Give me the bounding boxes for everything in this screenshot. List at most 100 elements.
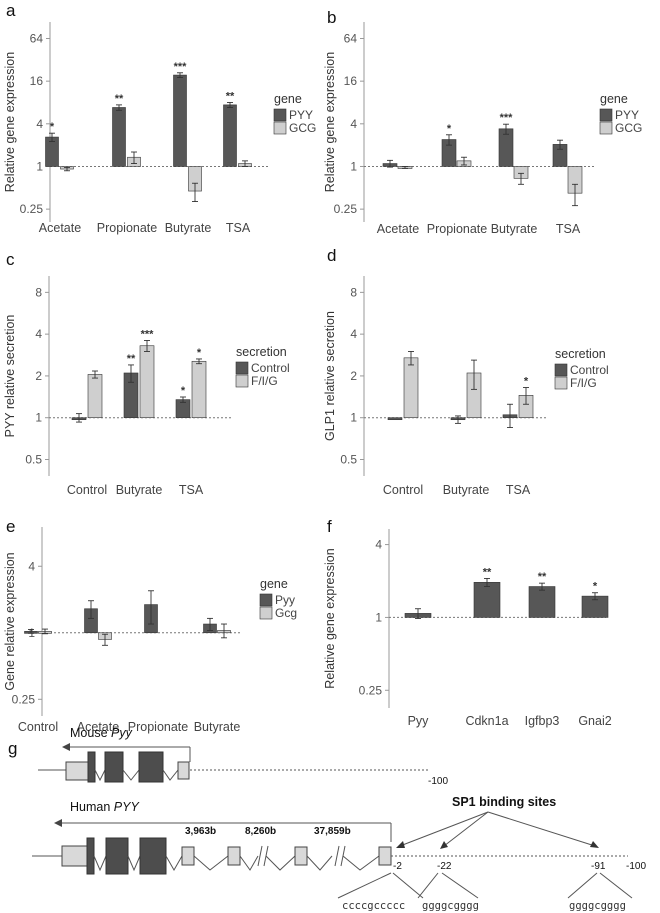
bar-Control-Control xyxy=(387,417,403,421)
significance-label: *** xyxy=(174,61,188,73)
significance-label: ** xyxy=(127,353,136,365)
y-tick-label: 0.25 xyxy=(12,692,36,706)
sp1-arrow-1 xyxy=(399,811,489,847)
legend-entry-F/I/G: F/I/G xyxy=(570,376,597,390)
significance-label: * xyxy=(50,121,55,133)
legend-entry-Control: Control xyxy=(570,363,609,377)
mouse-intron-2 xyxy=(122,769,140,781)
y-tick-label: 1 xyxy=(35,411,42,425)
intron-label-2: 8,260b xyxy=(245,826,276,837)
category-label: TSA xyxy=(506,483,531,497)
legend-entry-Pyy: Pyy xyxy=(275,593,295,607)
category-label: TSA xyxy=(226,221,251,235)
chart-panel-d: d 0.5 1 2 4 8 GLP1 relative secretion * Control B… xyxy=(323,246,609,497)
human-intron-3 xyxy=(165,855,183,872)
human-intron-4 xyxy=(193,855,229,871)
bar-value-Igfbp3 xyxy=(528,586,556,618)
seq3-bracket-right xyxy=(599,872,633,899)
category-label: Control xyxy=(383,483,423,497)
chart-panel-e: e0.2514Gene relative expressionControlAc… xyxy=(3,517,297,734)
category-label: Igfbp3 xyxy=(525,714,560,728)
bar-PYY-Butyrate xyxy=(173,74,187,167)
bar-F/I/G-Control xyxy=(87,374,103,419)
legend-entry-PYY: PYY xyxy=(615,108,639,122)
legend-swatch-PYY xyxy=(599,108,613,122)
category-label: Butyrate xyxy=(491,222,538,236)
mouse-exon-2 xyxy=(87,751,96,783)
legend-swatch-GCG xyxy=(273,121,287,135)
human-exon-1 xyxy=(61,845,88,867)
category-label: Propionate xyxy=(427,222,488,236)
significance-label: * xyxy=(524,376,529,388)
legend-swatch-Gcg xyxy=(259,606,273,620)
bar-F/I/G-TSA xyxy=(191,360,207,419)
bar-value-Cdkn1a xyxy=(473,582,501,618)
legend-title: gene xyxy=(260,577,288,591)
seq3-bracket-left xyxy=(567,872,598,899)
human-exon-6 xyxy=(227,846,241,866)
y-tick-label: 0.5 xyxy=(25,452,42,466)
legend-title: secretion xyxy=(236,345,287,359)
human-arrowhead xyxy=(54,819,62,827)
sequence-1: ccccgccccc xyxy=(342,900,405,912)
gene-diagram: g Mouse Pyy -100 Human PYY xyxy=(8,726,646,912)
mouse-intron-3 xyxy=(162,769,179,781)
position-minus-22: -22 xyxy=(437,861,452,872)
y-tick-label: 0.5 xyxy=(340,452,357,466)
y-axis-label: GLP1 relative secretion xyxy=(323,311,337,441)
bar-PYY-TSA xyxy=(223,104,237,167)
y-tick-label: 16 xyxy=(344,74,358,88)
y-axis-label: Relative gene expression xyxy=(323,52,337,192)
category-label: Cdkn1a xyxy=(465,714,508,728)
bar-F/I/G-Butyrate xyxy=(139,345,155,419)
significance-label: * xyxy=(593,581,598,593)
y-tick-label: 1 xyxy=(350,411,357,425)
y-tick-label: 2 xyxy=(35,369,42,383)
legend-title: secretion xyxy=(555,347,606,361)
category-label: Butyrate xyxy=(165,221,212,235)
human-intron-6b xyxy=(342,855,380,871)
significance-label: *** xyxy=(500,112,514,124)
mouse-exon-4 xyxy=(138,751,164,783)
category-label: Acetate xyxy=(377,222,419,236)
y-tick-label: 64 xyxy=(344,31,358,45)
bar-F/I/G-Control xyxy=(403,357,419,419)
legend-swatch-Pyy xyxy=(259,593,273,607)
y-axis-label: Gene relative expression xyxy=(3,552,17,690)
y-tick-label: 0.25 xyxy=(334,202,358,216)
sp1-arrow-2 xyxy=(443,811,489,847)
sequence-2: ggggcgggg xyxy=(422,900,479,912)
y-tick-label: 16 xyxy=(30,74,44,88)
break-mark-1a xyxy=(257,845,263,867)
legend-swatch-GCG xyxy=(599,121,613,135)
legend-entry-GCG: GCG xyxy=(615,121,642,135)
y-tick-label: 8 xyxy=(35,285,42,299)
human-intron-2 xyxy=(127,855,141,872)
position-minus-91: -91 xyxy=(591,861,606,872)
category-label: Propionate xyxy=(97,221,158,235)
legend-entry-Control: Control xyxy=(251,361,290,375)
significance-label: ** xyxy=(226,90,235,102)
sequence-3: ggggcgggg xyxy=(569,900,626,912)
mouse-label: Mouse Pyy xyxy=(70,726,133,740)
panel-letter-a: a xyxy=(6,1,16,20)
category-label: Propionate xyxy=(128,720,189,734)
category-label: Pyy xyxy=(408,714,430,728)
legend-entry-PYY: PYY xyxy=(289,108,313,122)
legend-title: gene xyxy=(600,92,628,106)
sp1-arrowhead-3 xyxy=(590,841,599,848)
y-tick-label: 1 xyxy=(350,159,357,173)
y-tick-label: 4 xyxy=(350,327,357,341)
y-tick-label: 1 xyxy=(375,610,382,624)
human-exon-3 xyxy=(105,837,129,875)
category-label: Acetate xyxy=(39,221,81,235)
human-intron-5b xyxy=(265,855,296,871)
human-exon-4 xyxy=(139,837,167,875)
seq2-bracket-left xyxy=(417,872,439,899)
human-exon-7 xyxy=(294,846,308,866)
category-label: Gnai2 xyxy=(578,714,611,728)
sp1-arrowhead-1 xyxy=(396,841,405,848)
y-axis-label: PYY relative secretion xyxy=(3,315,17,438)
